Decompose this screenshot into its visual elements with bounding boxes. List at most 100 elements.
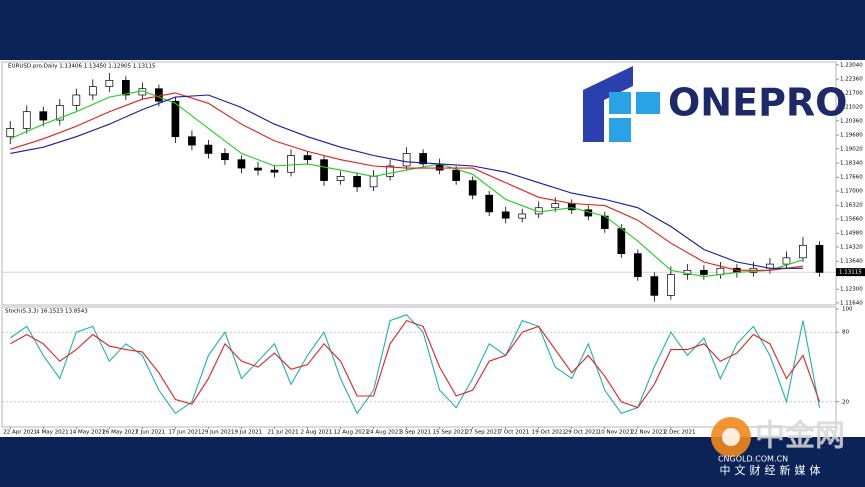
y-tick-label: 1.21020 [840, 105, 863, 111]
candle-body [716, 267, 725, 275]
logo-text: ONEPRO [668, 81, 847, 125]
y-tick-label: 1.11640 [840, 300, 863, 306]
candle-body [22, 111, 31, 129]
x-tick-label: 7 Jun 2021 [135, 430, 165, 436]
y-tick-label: 1.17000 [840, 189, 863, 195]
x-tick-label: 2 Aug 2021 [301, 430, 333, 436]
candle-body [468, 180, 477, 196]
y-tick-label: 1.12300 [840, 287, 863, 293]
brand-name: 中金网 [755, 419, 845, 454]
brand-site: CNGOLD.COM.CN [718, 455, 788, 464]
candle-body [221, 153, 229, 161]
last-price-box [836, 268, 865, 277]
candle-body [105, 80, 114, 87]
candle-body [452, 169, 461, 181]
candle-body [237, 159, 246, 169]
logo-shape [583, 66, 633, 142]
brand-tagline: 中文财经新媒体 [720, 463, 825, 477]
x-tick-label: 29 Oct 2021 [565, 430, 599, 436]
x-tick-label: 10 Nov 2021 [598, 430, 633, 436]
x-tick-label: 3 Sep 2021 [400, 430, 431, 436]
stoch-line [10, 319, 821, 409]
candle-body [287, 155, 295, 173]
candle-body [402, 153, 411, 167]
candle-body [171, 100, 180, 138]
candle-body [303, 155, 312, 161]
candle-body [633, 253, 642, 277]
y-tick-label: 1.23040 [840, 62, 863, 68]
candle-body [369, 176, 378, 188]
y-tick-label: 1.19680 [840, 133, 863, 139]
brand-block: 中金网 CNGOLD.COM.CN 中文财经新媒体 [711, 417, 845, 477]
plot: 1.23040 1.22360 1.21700 1.21020 1.20360 1.196… [2, 62, 865, 436]
last-price-label: 1.13115 [839, 270, 862, 276]
y-tick-label: 80 [842, 330, 849, 336]
logo-square [636, 92, 660, 114]
candle-body [650, 276, 659, 296]
y-tick-label: 1.14980 [840, 231, 863, 237]
x-tick-label: 22 Apr 2021 [3, 430, 37, 436]
y-tick-label: 100 [842, 307, 853, 313]
logo-square [609, 92, 631, 114]
brand-icon-inner [722, 428, 740, 446]
x-tick-label: 24 Aug 2021 [367, 430, 402, 436]
candle-body [551, 203, 560, 209]
y-tick-label: 1.17660 [840, 175, 863, 181]
y-tick-label: 1.20360 [840, 118, 863, 124]
x-tick-label: 17 Jun 2021 [168, 430, 201, 436]
stoch-pane [1, 306, 837, 428]
candle-body [88, 86, 97, 96]
candle-body [799, 244, 807, 259]
y-tick-label: 1.13640 [840, 259, 863, 265]
x-tick-label: 9 Jul 2021 [234, 430, 262, 436]
candle-body [320, 159, 328, 181]
candle-body [386, 165, 394, 177]
x-tick-label: 19 Oct 2021 [532, 430, 566, 436]
moving-average [10, 92, 804, 271]
candle-body [700, 269, 708, 275]
candle-body [617, 228, 626, 254]
y-tick-label: 1.19020 [840, 146, 863, 152]
candle-body [6, 128, 15, 138]
y-tick-label: 1.16320 [840, 203, 863, 209]
y-tick-label: 1.15660 [840, 216, 863, 222]
x-tick-label: 27 Sep 2021 [466, 430, 501, 436]
price-pane [1, 61, 837, 306]
x-tick-label: 7 Oct 2021 [499, 430, 530, 436]
y-tick-label: 1.22360 [840, 77, 863, 83]
x-tick-label: 22 Nov 2021 [631, 430, 666, 436]
y-tick-label: 20 [842, 399, 849, 405]
candle-body [188, 136, 196, 146]
indicator-title: Stoch(5,3,3) 16.1523 13.8543 [5, 309, 88, 315]
x-tick-label: 12 Aug 2021 [334, 430, 369, 436]
y-tick-label: 1.14320 [840, 244, 863, 250]
candle-body [155, 88, 163, 102]
moving-average [10, 90, 804, 278]
candle-body [336, 176, 345, 181]
x-tick-label: 2 Dec 2021 [664, 430, 696, 436]
y-tick-label: 1.18340 [840, 161, 863, 167]
candle-body [72, 94, 81, 106]
logo-square [609, 118, 631, 142]
candle-body [667, 274, 675, 296]
x-tick-label: 4 May 2021 [36, 430, 68, 436]
candle-body [518, 213, 527, 219]
y-tick-label: 1.21700 [840, 90, 863, 96]
x-tick-label: 15 Sep 2021 [433, 430, 468, 436]
candle-body [39, 111, 48, 121]
candle-body [782, 257, 791, 265]
chart-panel [0, 60, 865, 437]
chart-title: EURUSD.pro,Daily 1.13406 1.13450 1.12905… [8, 64, 156, 70]
candle-body [122, 80, 130, 96]
candle-body [204, 144, 213, 154]
candle-body [419, 153, 427, 165]
candle-body [485, 194, 494, 213]
x-tick-label: 26 May 2021 [102, 430, 138, 436]
moving-average [10, 94, 803, 269]
x-tick-label: 14 May 2021 [69, 430, 105, 436]
x-tick-label: 21 Jul 2021 [267, 430, 298, 436]
candle-body [353, 176, 361, 188]
candle-body [55, 105, 64, 121]
